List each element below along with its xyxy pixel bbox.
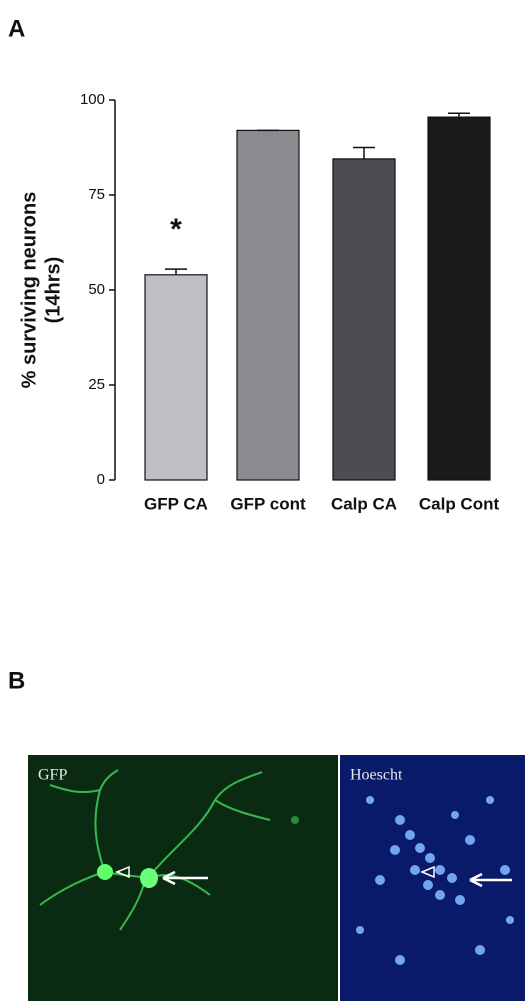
y-axis-label: % surviving neurons [18,192,40,389]
error-bar [165,268,187,275]
bar [332,158,396,481]
x-tick-label: GFP CA [144,494,208,513]
x-tick-label: Calp Cont [419,494,500,513]
image-label: GFP [38,767,67,784]
y-axis-label: (14hrs) [42,257,64,324]
panel-label: A [8,15,25,42]
bar [236,129,300,481]
bar [144,274,208,481]
x-tick-label: GFP cont [230,494,306,513]
y-tick-label: 50 [88,281,105,298]
x-tick-label: Calp CA [331,494,397,513]
annotation: * [170,213,182,246]
hoescht-image: Hoescht [340,755,525,1001]
error-bar [353,146,375,159]
y-tick-label: 0 [97,471,105,488]
image-label: Hoescht [350,767,403,784]
y-tick-label: 100 [80,91,105,108]
error-bar [448,112,470,118]
panel-label: B [8,667,25,694]
bar [427,116,491,481]
y-tick-label: 75 [88,186,105,203]
y-tick-label: 25 [88,376,105,393]
gfp-image: GFP [28,755,338,1001]
